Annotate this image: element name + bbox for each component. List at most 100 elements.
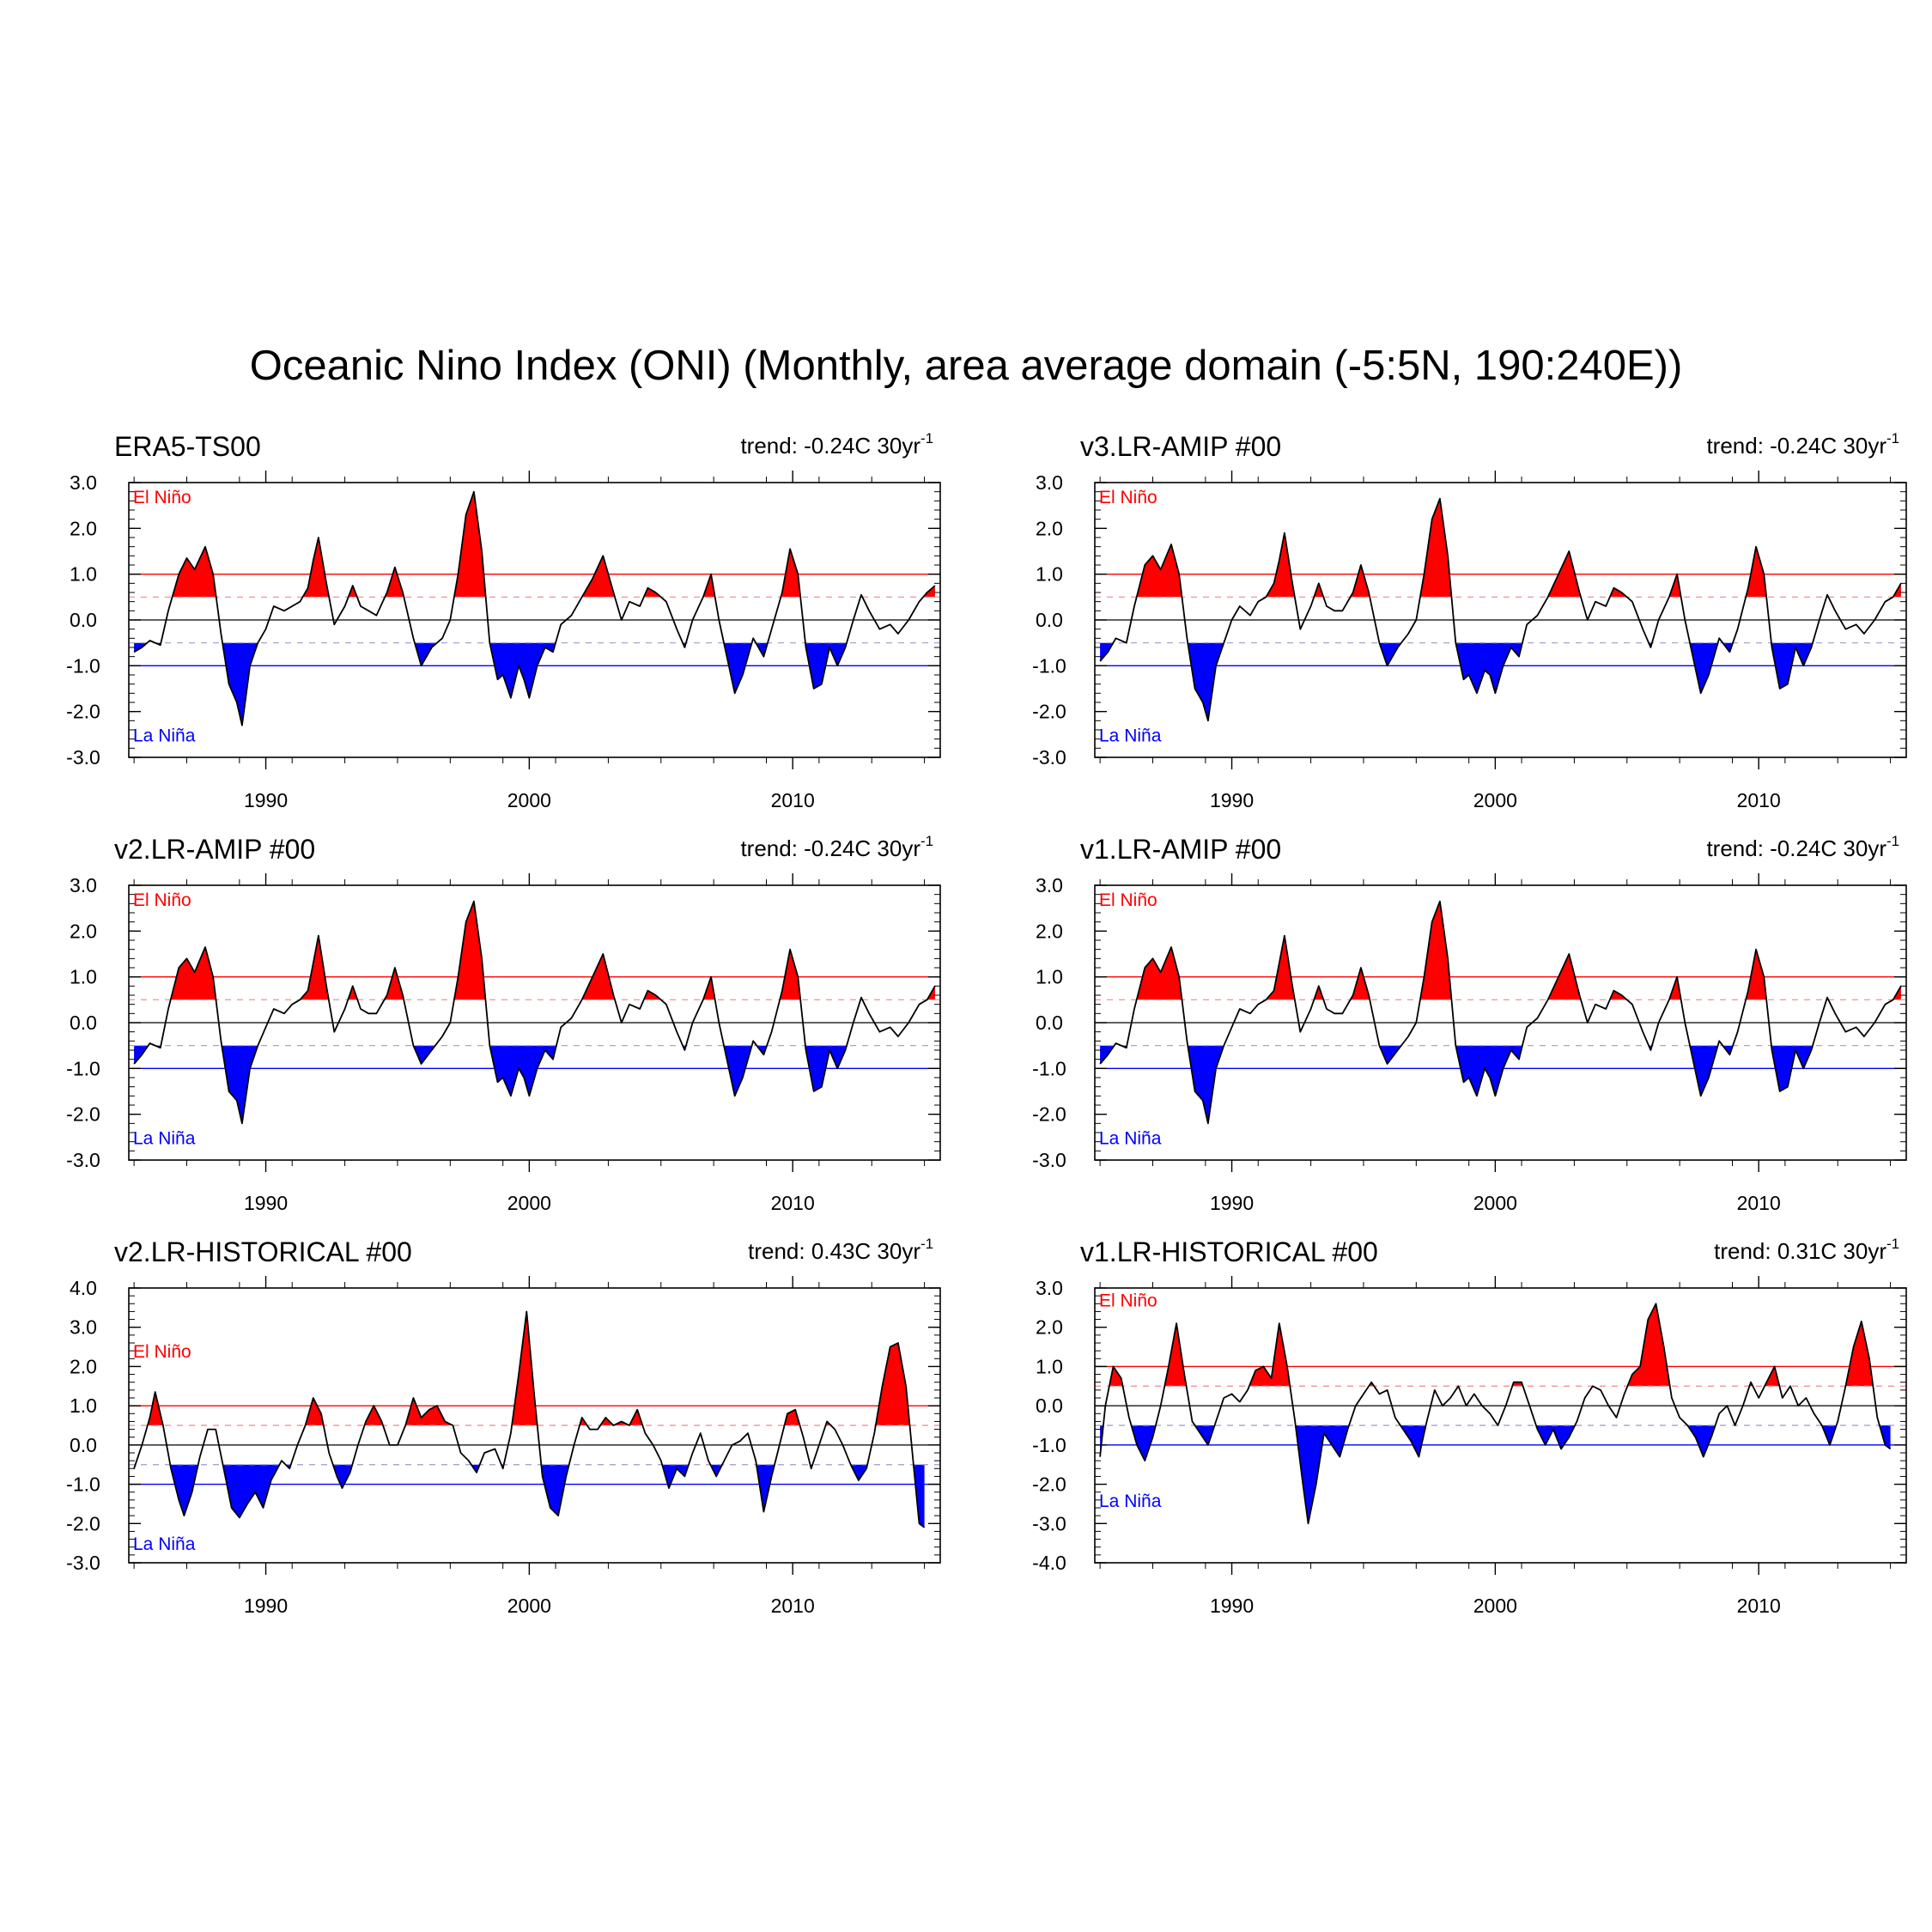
- el-nino-fill-6: [581, 556, 616, 598]
- oni-series-line: [133, 900, 936, 1125]
- la-nina-fill-3: [1188, 642, 1224, 721]
- trend-label: trend: 0.31C 30yr: [1714, 1238, 1886, 1264]
- el-nino-label: El Niño: [133, 1342, 191, 1362]
- el-nino-fill-8: [702, 574, 715, 598]
- y-tick-label: 1.0: [1036, 1355, 1063, 1377]
- la-nina-label: La Niña: [133, 1534, 196, 1554]
- panel-4: 3.0 2.0 1.0 0.0 -1.0 -2.0 -3.0 1990 2000 2010 v1.L…: [1032, 833, 1907, 1214]
- y-tick-label: 2.0: [70, 920, 97, 942]
- oni-series-line: [1099, 1303, 1892, 1525]
- y-tick-label: -1.0: [66, 1057, 100, 1079]
- la-nina-fill-11: [1879, 1425, 1891, 1449]
- la-nina-fill-4: [1379, 642, 1401, 666]
- la-nina-fill-13: [850, 1464, 868, 1480]
- panel-5: 4.0 3.0 2.0 1.0 0.0 -1.0 -2.0 -3.0 1990 2000 2010 v…: [66, 1236, 941, 1617]
- el-nino-fill-4: [1350, 565, 1370, 598]
- y-tick-label: 4.0: [70, 1277, 97, 1299]
- y-tick-label: -3.0: [1032, 746, 1066, 769]
- el-nino-fill-5: [1419, 498, 1452, 598]
- y-tick-label: 3.0: [70, 471, 97, 494]
- y-tick-label: -2.0: [66, 1512, 100, 1534]
- el-nino-fill-12: [1845, 1321, 1874, 1387]
- la-nina-fill-9: [805, 642, 848, 689]
- el-nino-fill-8: [1668, 976, 1681, 1000]
- la-nina-label: La Niña: [1099, 1492, 1162, 1511]
- panel-3: 3.0 2.0 1.0 0.0 -1.0 -2.0 -3.0 1990 2000 2010 v2.L…: [66, 833, 941, 1214]
- la-nina-fill-5: [332, 1464, 353, 1489]
- la-nina-fill-2: [170, 1464, 198, 1516]
- el-nino-fill-7: [1609, 990, 1627, 1000]
- la-nina-fill-3: [1188, 1045, 1224, 1124]
- x-tick-label: 1990: [244, 789, 288, 811]
- trend-exponent: -1: [920, 833, 933, 849]
- x-tick-label: 2000: [507, 1595, 551, 1617]
- page-title: Oceanic Nino Index (ONI) (Monthly, area …: [249, 343, 1683, 389]
- el-nino-fill-1: [1136, 947, 1182, 1000]
- y-tick-label: -1.0: [1032, 654, 1066, 677]
- x-tick-label: 1990: [244, 1192, 288, 1214]
- y-tick-label: -1.0: [66, 654, 100, 677]
- la-nina-fill-4: [1379, 1045, 1401, 1064]
- y-tick-label: 1.0: [1036, 966, 1063, 988]
- trend-exponent: -1: [1886, 430, 1899, 447]
- y-tick-label: 1.0: [70, 966, 97, 988]
- la-nina-label: La Niña: [1099, 1128, 1162, 1148]
- el-nino-fill-5: [1419, 901, 1452, 1000]
- y-tick-label: -2.0: [1032, 701, 1066, 723]
- la-nina-fill-3: [222, 642, 258, 726]
- plot-frame: [128, 1287, 941, 1564]
- x-tick-label: 2000: [1473, 789, 1517, 811]
- y-tick-label: -3.0: [66, 1552, 100, 1574]
- y-tick-label: -2.0: [1032, 1473, 1066, 1496]
- la-nina-fill-7: [1690, 642, 1718, 694]
- la-nina-fill-10: [710, 1464, 723, 1477]
- y-tick-label: 1.0: [70, 1394, 97, 1417]
- y-tick-label: -3.0: [66, 746, 100, 769]
- panel-title: v2.LR-AMIP #00: [114, 834, 315, 865]
- el-nino-fill-4: [405, 1398, 453, 1425]
- el-nino-fill-3: [1314, 583, 1324, 598]
- la-nina-fill-3: [222, 1045, 258, 1124]
- oni-series-line: [133, 1310, 926, 1528]
- el-nino-label: El Niño: [1099, 890, 1157, 910]
- trend-label: trend: 0.43C 30yr: [748, 1238, 920, 1264]
- y-tick-label: 3.0: [1036, 471, 1063, 494]
- panel-title: v1.LR-AMIP #00: [1080, 834, 1281, 865]
- la-nina-fill-5: [1455, 642, 1522, 694]
- x-tick-label: 1990: [1210, 789, 1254, 811]
- y-tick-label: 2.0: [1036, 920, 1063, 942]
- la-nina-fill-7: [724, 1045, 752, 1097]
- la-nina-fill-5: [1455, 1045, 1522, 1097]
- el-nino-fill-5: [453, 491, 486, 598]
- el-nino-fill-9: [1746, 949, 1767, 1000]
- el-nino-label: El Niño: [133, 890, 191, 910]
- panel-6: 3.0 2.0 1.0 0.0 -1.0 -2.0 -3.0 -4.0 1990 2000 2010…: [1032, 1236, 1907, 1617]
- y-tick-label: 2.0: [1036, 517, 1063, 539]
- el-nino-fill-8: [1668, 574, 1681, 598]
- y-tick-label: 1.0: [70, 563, 97, 586]
- el-nino-fill-3: [364, 1406, 384, 1425]
- y-tick-label: -3.0: [1032, 1512, 1066, 1534]
- oni-series-line: [133, 490, 936, 726]
- oni-series-line: [1099, 497, 1902, 722]
- la-nina-fill-2: [1131, 1425, 1156, 1461]
- trend-label: trend: -0.24C 30yr: [740, 835, 920, 861]
- y-tick-label: -1.0: [1032, 1057, 1066, 1079]
- el-nino-fill-7: [1609, 587, 1627, 598]
- el-nino-fill-3: [1249, 1323, 1291, 1387]
- panel-title: v2.LR-HISTORICAL #00: [114, 1236, 412, 1267]
- la-nina-fill-9: [805, 1045, 848, 1091]
- la-nina-fill-8: [541, 1464, 569, 1516]
- trend-label: trend: -0.24C 30yr: [1706, 433, 1886, 459]
- la-nina-fill-8: [1687, 1425, 1716, 1457]
- trend-label: trend: -0.24C 30yr: [740, 433, 920, 459]
- panel-title: v3.LR-AMIP #00: [1080, 431, 1281, 462]
- el-nino-label: El Niño: [1099, 488, 1157, 507]
- y-tick-label: -2.0: [66, 701, 100, 723]
- y-tick-label: 1.0: [1036, 563, 1063, 586]
- la-nina-fill-3: [1194, 1425, 1215, 1445]
- trend-label: trend: -0.24C 30yr: [1706, 835, 1886, 861]
- y-tick-label: 3.0: [70, 1316, 97, 1339]
- la-nina-fill-10: [1821, 1425, 1837, 1445]
